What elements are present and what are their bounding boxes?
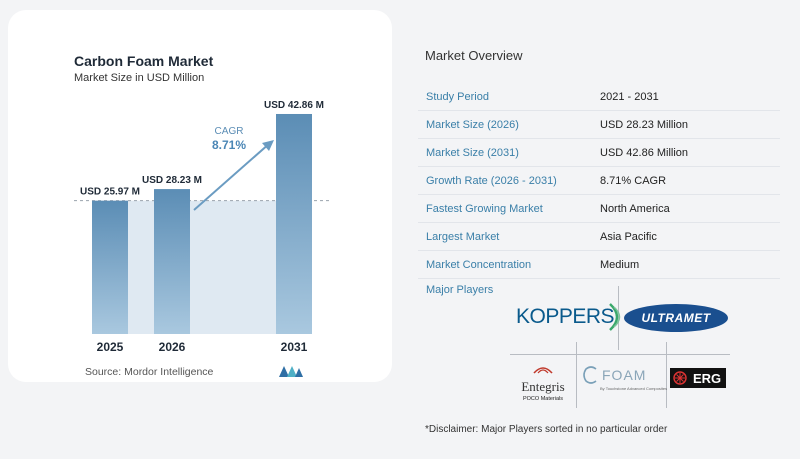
koppers-logo: KOPPERS <box>516 302 626 332</box>
logo-divider <box>666 342 667 408</box>
logo-divider <box>618 286 619 350</box>
overview-value: Asia Pacific <box>600 230 657 243</box>
overview-row: Fastest Growing Market North America <box>418 195 780 223</box>
overview-value: USD 28.23 Million <box>600 118 689 131</box>
cagr-label: CAGR <box>215 126 244 137</box>
mordor-logo-icon <box>279 366 303 377</box>
chart-subtitle: Market Size in USD Million <box>74 72 205 84</box>
overview-value: 2021 - 2031 <box>600 90 659 103</box>
overview-label: Largest Market <box>426 230 500 243</box>
overview-value: Medium <box>600 258 640 271</box>
cfoam-logo-text: FOAM <box>602 367 647 383</box>
overview-row: Market Size (2026) USD 28.23 Million <box>418 111 780 139</box>
overview-table: Study Period 2021 - 2031 Market Size (20… <box>418 83 780 279</box>
source-text: Source: Mordor Intelligence <box>85 366 214 378</box>
bar-2025 <box>92 200 128 334</box>
overview-label: Market Size (2031) <box>426 146 519 159</box>
erg-mark-icon <box>673 371 687 385</box>
bar-value-label: USD 42.86 M <box>264 100 324 111</box>
ultramet-logo-text: ULTRAMET <box>641 311 711 325</box>
overview-row: Growth Rate (2026 - 2031) 8.71% CAGR <box>418 167 780 195</box>
base-level-highlight <box>92 200 312 334</box>
cagr-arrow-line <box>193 142 271 211</box>
overview-label: Study Period <box>426 90 489 103</box>
logo-divider <box>510 354 730 355</box>
cagr-arrowhead-icon <box>262 140 274 151</box>
major-players-logos: KOPPERS ULTRAMET Entegris POCO Materials… <box>510 286 730 408</box>
entegris-logo-text: Entegris <box>521 379 565 394</box>
overview-label: Growth Rate (2026 - 2031) <box>426 174 557 187</box>
bar-2031 <box>276 113 312 334</box>
chart-title: Carbon Foam Market <box>74 53 214 69</box>
overview-label: Fastest Growing Market <box>426 202 543 215</box>
overview-label: Market Concentration <box>426 258 532 271</box>
bar-2026 <box>154 189 190 334</box>
overview-row: Largest Market Asia Pacific <box>418 223 780 251</box>
cagr-value: 8.71% <box>212 138 246 152</box>
entegris-sub-text: POCO Materials <box>522 396 564 402</box>
erg-logo-text: ERG <box>693 370 722 386</box>
overview-value: USD 42.86 Million <box>600 146 689 159</box>
bar-value-label: USD 28.23 M <box>142 175 202 186</box>
overview-title: Market Overview <box>425 48 523 63</box>
overview-row: Study Period 2021 - 2031 <box>418 83 780 111</box>
overview-row: Market Size (2031) USD 42.86 Million <box>418 139 780 167</box>
cfoam-mark-icon <box>583 366 597 384</box>
cfoam-sub-text: By Touchstone Advanced Composites <box>600 386 668 391</box>
koppers-logo-text: KOPPERS <box>516 305 615 328</box>
koppers-swoosh-icon <box>609 303 621 331</box>
entegris-logo: Entegris POCO Materials <box>514 362 572 402</box>
ultramet-logo: ULTRAMET <box>624 304 728 332</box>
x-tick-label: 2025 <box>97 340 124 354</box>
overview-row: Market Concentration Medium <box>418 251 780 279</box>
overview-value: North America <box>600 202 670 215</box>
overview-value: 8.71% CAGR <box>600 174 667 187</box>
major-players-label: Major Players <box>426 284 494 296</box>
erg-logo: ERG <box>670 368 726 388</box>
overview-label: Market Size (2026) <box>426 118 519 131</box>
logo-divider <box>576 342 577 408</box>
cfoam-logo: FOAM By Touchstone Advanced Composites <box>582 366 668 391</box>
x-tick-label: 2031 <box>281 340 308 354</box>
x-tick-label: 2026 <box>159 340 186 354</box>
bar-chart: USD 25.97 M 2025 USD 28.23 M 2026 USD 42.86 … <box>74 100 330 354</box>
entegris-mark-icon <box>533 367 553 374</box>
disclaimer-text: *Disclaimer: Major Players sorted in no … <box>425 424 668 435</box>
bar-value-label: USD 25.97 M <box>80 187 140 198</box>
